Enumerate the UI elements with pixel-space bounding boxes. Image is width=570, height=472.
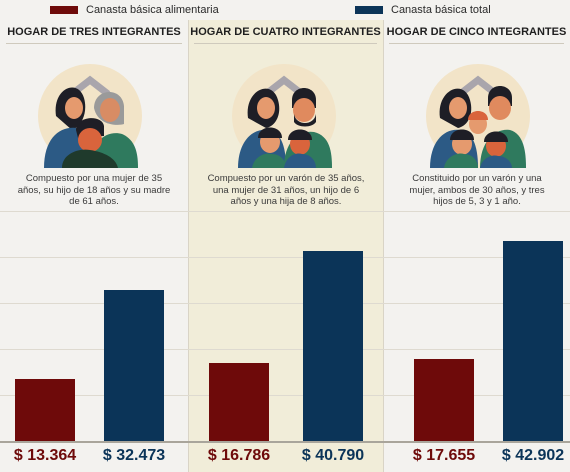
title-underline [194,43,377,44]
column-divider [188,20,189,472]
value-label-total-cinco: $ 42.902 [501,447,565,464]
family-of-three-icon [38,64,142,168]
family-of-five-icon [426,64,530,168]
legend-swatch-total [355,6,383,14]
legend-item-total: Canasta básica total [355,0,491,20]
value-label-alimentaria-tres: $ 13.364 [13,447,77,464]
household-title: HOGAR DE TRES INTEGRANTES [7,26,181,38]
bar-total-cinco [503,241,563,441]
chart-baseline [0,441,570,443]
bar-total-tres [104,290,164,441]
legend-swatch-alimentaria [50,6,78,14]
gridline [0,257,570,258]
household-title: HOGAR DE CUATRO INTEGRANTES [190,26,381,38]
gridline [0,303,570,304]
title-underline [6,43,182,44]
title-underline [389,43,564,44]
value-label-total-tres: $ 32.473 [102,447,166,464]
bar-alimentaria-cinco [414,359,474,441]
legend-label-alimentaria: Canasta básica alimentaria [86,4,219,16]
bar-alimentaria-tres [15,379,75,441]
gridline [0,349,570,350]
household-description: Constituido por un varón y una mujer, am… [409,173,545,207]
gridline [0,395,570,396]
column-divider [383,20,384,472]
household-description: Compuesto por una mujer de 35 años, su h… [17,173,171,207]
family-of-four-icon [232,64,336,168]
bar-total-cuatro [303,251,363,441]
value-label-total-cuatro: $ 40.790 [301,447,365,464]
gridline [0,211,570,212]
value-label-alimentaria-cuatro: $ 16.786 [207,447,271,464]
value-label-alimentaria-cinco: $ 17.655 [412,447,476,464]
household-description: Compuesto por un varón de 35 años, una m… [207,173,365,207]
legend-label-total: Canasta básica total [391,4,491,16]
household-title: HOGAR DE CINCO INTEGRANTES [386,26,567,38]
bar-alimentaria-cuatro [209,363,269,441]
legend-item-alimentaria: Canasta básica alimentaria [50,0,219,20]
